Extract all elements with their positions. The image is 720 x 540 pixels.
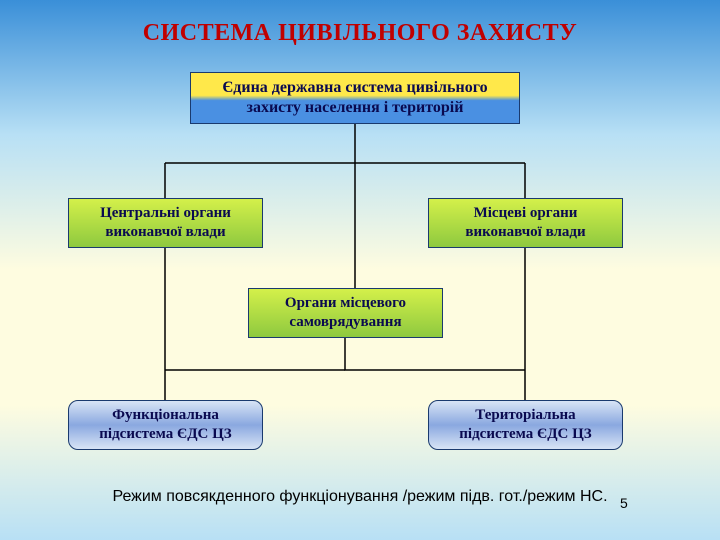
box-self-government: Органи місцевогосамоврядування [248,288,443,338]
box-label: Місцеві органивиконавчої влади [465,204,585,242]
box-local-authorities: Місцеві органивиконавчої влади [428,198,623,248]
box-central-authorities: Центральні органивиконавчої влади [68,198,263,248]
slide-title: СИСТЕМА ЦИВІЛЬНОГО ЗАХИСТУ [0,20,720,47]
box-label: Функціональнапідсистема ЄДС ЦЗ [99,406,231,444]
footer-text: Режим повсякденного функціонування /режи… [0,488,720,506]
box-label: Органи місцевогосамоврядування [285,294,406,332]
box-label: Єдина державна система цивільногозахисту… [222,78,487,118]
box-territorial-subsystem: Територіальнапідсистема ЄДС ЦЗ [428,400,623,450]
box-label: Територіальнапідсистема ЄДС ЦЗ [459,406,591,444]
box-functional-subsystem: Функціональнапідсистема ЄДС ЦЗ [68,400,263,450]
page-number: 5 [620,495,628,511]
box-label: Центральні органивиконавчої влади [100,204,231,242]
box-unified-system: Єдина державна система цивільногозахисту… [190,72,520,124]
